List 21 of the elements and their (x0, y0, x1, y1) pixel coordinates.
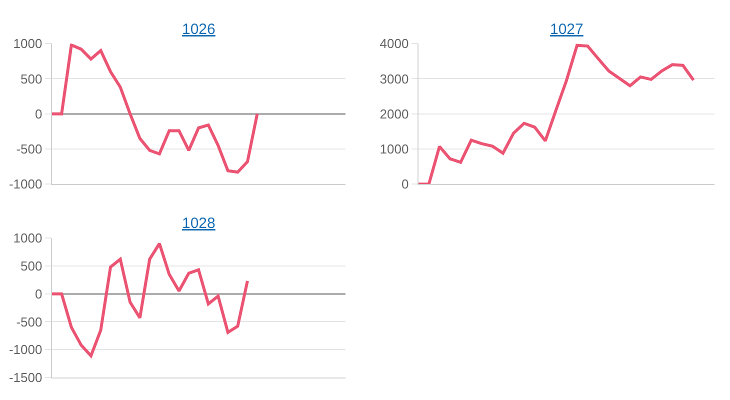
line-series (52, 44, 259, 174)
y-tick-label: 2000 (380, 106, 409, 122)
line-series (52, 242, 249, 358)
y-tick-label: 1000 (13, 36, 42, 52)
chart-title: 1028 (182, 215, 216, 232)
y-tick-label: 0 (401, 176, 409, 192)
y-tick-label: -1500 (8, 370, 42, 386)
y-tick-label: 1000 (13, 230, 42, 246)
y-tick-label: 3000 (380, 71, 409, 86)
chart-title: 1027 (550, 21, 584, 38)
y-tick-label: 500 (20, 258, 42, 274)
y-tick-label: 4000 (380, 36, 409, 52)
y-tick-label: 1000 (380, 142, 409, 157)
y-tick-label: -1000 (8, 176, 42, 192)
y-tick-label: 0 (34, 286, 42, 302)
y-tick-label: 0 (34, 106, 42, 122)
y-tick-label: -500 (16, 142, 42, 157)
y-tick-label: -1000 (8, 342, 42, 358)
chart-title: 1026 (182, 21, 216, 38)
y-tick-label: 500 (20, 71, 42, 86)
y-tick-label: -500 (16, 314, 42, 330)
